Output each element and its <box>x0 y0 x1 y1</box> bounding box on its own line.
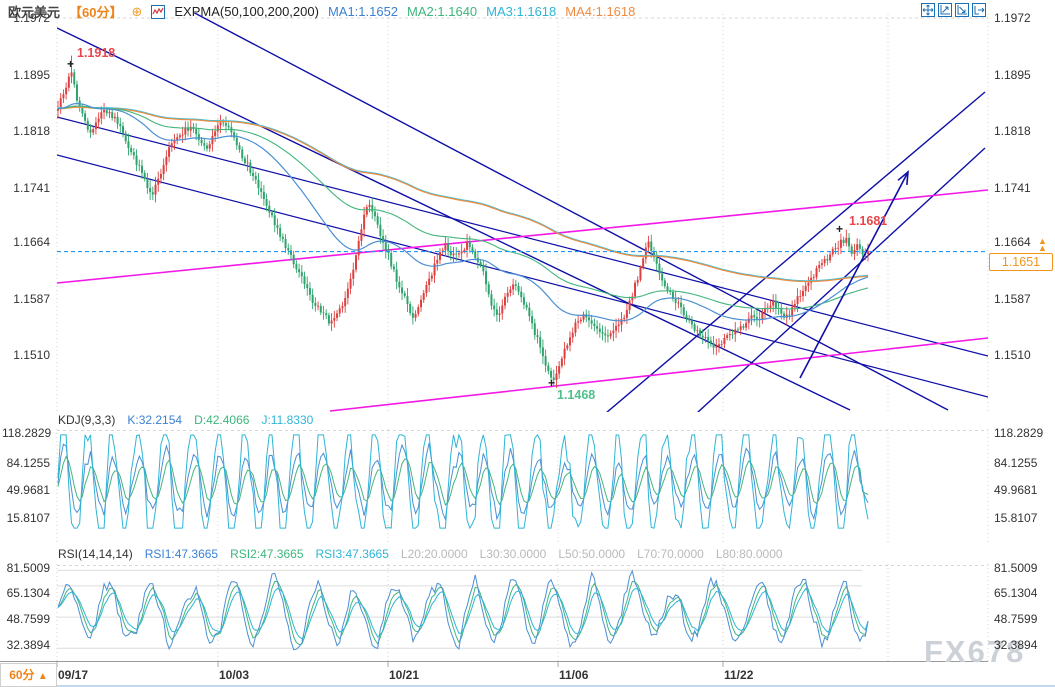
price-axis-right-tick: 1.1741 <box>994 181 1031 195</box>
rsi-header: RSI(14,14,14) RSI1:47.3665 RSI2:47.3665 … <box>58 547 783 561</box>
candlestick-chart-icon[interactable] <box>151 4 166 19</box>
low-marker-cross: + <box>548 376 556 390</box>
price-axis-right-tick: 1.1510 <box>994 348 1031 362</box>
price-axis-right-tick: 1.1972 <box>994 11 1031 25</box>
rsi-l80-label: L80:80.0000 <box>715 547 783 561</box>
chart-header: 欧元美元 【60分】 ⊕ EXPMA(50,100,200,200) MA1:1… <box>8 2 635 21</box>
ma1-value: MA1:1.1652 <box>327 4 399 19</box>
price-axis-right-tick: 1.1895 <box>994 68 1031 82</box>
indicator-label: EXPMA(50,100,200,200) <box>174 4 319 19</box>
high-marker-cross: + <box>67 57 75 71</box>
settings-icon[interactable]: ⊕ <box>131 3 143 19</box>
rsi-axis-left-tick: 81.5009 <box>6 561 50 575</box>
price-axis-left-tick: 1.1587 <box>13 292 50 306</box>
kdj-axis-left-tick: 118.2829 <box>2 426 52 440</box>
kdj-axis-right-tick: 84.1255 <box>994 456 1038 470</box>
price-axis-left-tick: 1.1741 <box>13 181 50 195</box>
x-axis-date-label: 10/03 <box>219 668 250 682</box>
kdj-axis-right-tick: 118.2829 <box>994 426 1044 440</box>
kdj-k-value: K:32.2154 <box>127 413 183 427</box>
ma3-value: MA3:1.1618 <box>486 4 557 19</box>
price-axis-right-tick: 1.1818 <box>994 124 1031 138</box>
price-axis-left-tick: 1.1972 <box>13 11 50 25</box>
fx678-watermark: FX678 <box>924 634 1026 669</box>
rsi-l70-label: L70:70.0000 <box>637 547 704 561</box>
rsi-axis-right-tick: 65.1304 <box>994 586 1038 600</box>
x-axis-date-label: 11/22 <box>724 668 754 682</box>
rsi-l20-label: L20:20.0000 <box>400 547 468 561</box>
chart-toolbar <box>921 3 986 17</box>
x-axis-date-label: 11/06 <box>559 668 589 682</box>
ma2-value: MA2:1.1640 <box>407 4 478 19</box>
high-price-annotation: 1.1918 <box>77 46 116 60</box>
timeframe-label[interactable]: 【60分】 <box>69 5 123 20</box>
rsi1-value: RSI1:47.3665 <box>144 547 219 561</box>
kdj-name: KDJ(9,3,3) <box>58 413 116 427</box>
price-axis-left-tick: 1.1818 <box>13 124 50 138</box>
recent-high-annotation: 1.1681 <box>849 214 888 228</box>
rsi-axis-left-tick: 32.3894 <box>6 638 50 652</box>
kdj-axis-left-tick: 15.8107 <box>6 511 50 525</box>
x-axis-date-label: 09/17 <box>58 668 89 682</box>
exit-chart-icon[interactable] <box>972 3 986 17</box>
rsi-name: RSI(14,14,14) <box>58 547 133 561</box>
last-price-arrow-marker: ▲ ▲ <box>1038 236 1047 253</box>
zoom-x-axis-icon[interactable] <box>938 3 952 17</box>
rsi-axis-left-tick: 48.7599 <box>6 612 50 626</box>
rsi-l30-label: L30:30.0000 <box>479 547 547 561</box>
rsi-axis-right-tick: 48.7599 <box>994 612 1038 626</box>
rsi-l50-label: L50:50.0000 <box>558 547 626 561</box>
kdj-header: KDJ(9,3,3) K:32.2154 D:42.4066 J:11.8330 <box>58 413 313 427</box>
kdj-axis-right-tick: 15.8107 <box>994 511 1038 525</box>
rsi3-value: RSI3:47.3665 <box>315 547 389 561</box>
price-axis-left-tick: 1.1895 <box>13 68 50 82</box>
price-axis-right-tick: 1.1664 <box>994 235 1031 249</box>
price-axis-left-tick: 1.1664 <box>13 235 50 249</box>
kdj-axis-right-tick: 49.9681 <box>994 483 1038 497</box>
rsi2-value: RSI2:47.3665 <box>230 547 304 561</box>
rsi-axis-right-tick: 81.5009 <box>994 561 1038 575</box>
timeframe-selector[interactable]: 60分 ▲ <box>0 663 57 687</box>
symbol-name: 欧元美元 <box>8 5 61 20</box>
rsi-axis-right-tick: 32.3894 <box>994 638 1038 652</box>
kdj-axis-left-tick: 49.9681 <box>6 483 50 497</box>
rsi-axis-left-tick: 65.1304 <box>6 586 50 600</box>
kdj-axis-left-tick: 84.1255 <box>6 456 50 470</box>
recent-high-marker-cross: + <box>836 222 844 236</box>
ma4-value: MA4:1.1618 <box>565 4 636 19</box>
kdj-d-value: D:42.4066 <box>194 413 250 427</box>
low-price-annotation: 1.1468 <box>557 388 596 402</box>
x-axis-date-label: 10/21 <box>389 668 420 682</box>
price-axis-right-tick: 1.1587 <box>994 292 1031 306</box>
kdj-j-value: J:11.8330 <box>261 413 314 427</box>
last-price-box: 1.1651 <box>989 253 1053 271</box>
zoom-y-axis-icon[interactable] <box>955 3 969 17</box>
pan-icon[interactable] <box>921 3 935 17</box>
price-axis-left-tick: 1.1510 <box>13 348 50 362</box>
